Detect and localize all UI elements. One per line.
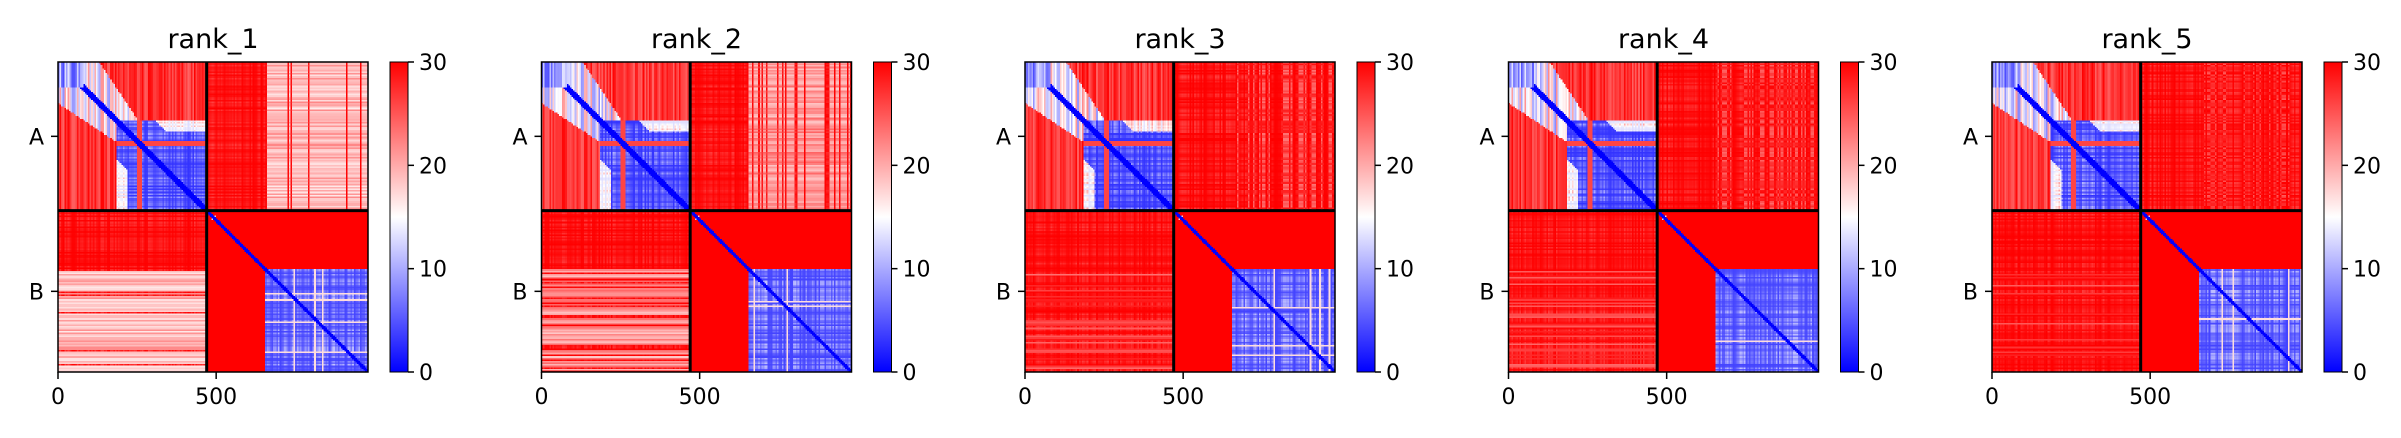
- x-tick-label: 500: [195, 385, 237, 410]
- axes-frame: [540, 61, 853, 373]
- chain-label-B: B: [996, 280, 1011, 305]
- pae-panel-1: rank_1 0 500 A B 0 10 20 30: [29, 24, 447, 410]
- x-tick-label: 0: [1985, 385, 1999, 410]
- colorbar-tick-label: 20: [1870, 154, 1898, 179]
- x-tick-label: 500: [2129, 385, 2171, 410]
- colorbar-tick-label: 0: [1870, 361, 1884, 386]
- colorbar-tick-label: 30: [903, 51, 931, 76]
- x-tick-label: 0: [1018, 385, 1032, 410]
- x-tick-label: 0: [535, 385, 549, 410]
- axes-frame: [1024, 61, 1336, 373]
- colorbar-tick-label: 0: [2353, 361, 2367, 386]
- colorbar-tick-label: 0: [1386, 361, 1400, 386]
- colorbar-tick-label: 10: [2353, 258, 2381, 283]
- colorbar-tick-label: 30: [2353, 51, 2381, 76]
- colorbar-tick-label: 10: [419, 258, 447, 283]
- pae-panel-3: rank_3 0 500 A B 0 10 20 30: [996, 24, 1414, 410]
- pae-heatmap: [1025, 62, 1335, 372]
- x-tick-label: 0: [1502, 385, 1516, 410]
- colorbar-tick-label: 20: [419, 154, 447, 179]
- colorbar-tick-label: 0: [903, 361, 917, 386]
- pae-panel-4: rank_4 0 500 A B 0 10 20 30: [1479, 24, 1897, 410]
- x-tick-label: 500: [1162, 385, 1204, 410]
- colorbar-tick-label: 30: [1870, 51, 1898, 76]
- panel-title: rank_5: [2101, 24, 2192, 55]
- chain-label-A: A: [996, 125, 1011, 150]
- chain-label-A: A: [29, 125, 44, 150]
- axes-frame: [1991, 61, 2303, 373]
- chain-label-B: B: [512, 280, 527, 305]
- colorbar: [389, 61, 409, 373]
- colorbar-tick-label: 20: [1386, 154, 1414, 179]
- colorbar: [873, 61, 892, 373]
- colorbar: [1356, 61, 1376, 373]
- colorbar: [2323, 61, 2343, 373]
- chain-label-A: A: [512, 125, 527, 150]
- colorbar-tick-label: 0: [419, 361, 433, 386]
- x-tick-label: 500: [1646, 385, 1688, 410]
- pae-heatmap: [1508, 62, 1819, 372]
- pae-heatmap: [541, 62, 852, 372]
- panel-title: rank_3: [1134, 24, 1225, 55]
- colorbar-tick-label: 30: [1386, 51, 1414, 76]
- pae-panel-5: rank_5 0 500 A B 0 10 20 30: [1963, 24, 2381, 410]
- axes-frame: [1507, 61, 1820, 373]
- colorbar: [1840, 61, 1859, 373]
- chain-label-B: B: [29, 280, 44, 305]
- x-tick-label: 500: [679, 385, 721, 410]
- panel-title: rank_4: [1618, 24, 1709, 55]
- colorbar-tick-label: 30: [419, 51, 447, 76]
- pae-heatmap: [1992, 62, 2302, 372]
- colorbar-tick-label: 20: [2353, 154, 2381, 179]
- chain-label-A: A: [1963, 125, 1978, 150]
- axes-frame: [57, 61, 369, 373]
- colorbar-tick-label: 20: [903, 154, 931, 179]
- x-tick-label: 0: [51, 385, 65, 410]
- pae-heatmap: [58, 62, 368, 372]
- panel-title: rank_1: [167, 24, 258, 55]
- colorbar-tick-label: 10: [1870, 258, 1898, 283]
- colorbar-tick-label: 10: [1386, 258, 1414, 283]
- chain-label-A: A: [1479, 125, 1494, 150]
- chain-label-B: B: [1479, 280, 1494, 305]
- panel-title: rank_2: [651, 24, 742, 55]
- colorbar-tick-label: 10: [903, 258, 931, 283]
- chain-label-B: B: [1963, 280, 1978, 305]
- pae-panel-2: rank_2 0 500 A B 0 10 20 30: [512, 24, 930, 410]
